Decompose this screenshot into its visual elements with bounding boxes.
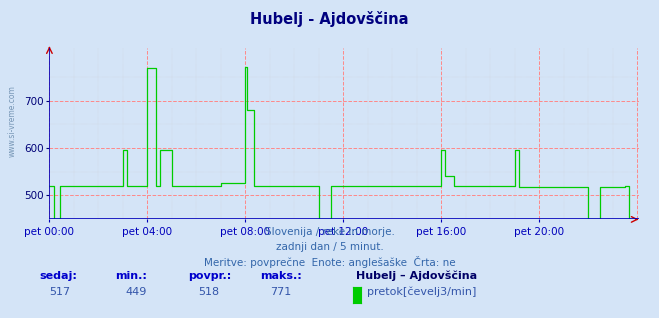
Text: zadnji dan / 5 minut.: zadnji dan / 5 minut. [275, 242, 384, 252]
Text: 449: 449 [125, 287, 146, 297]
Text: Hubelj - Ajdovščina: Hubelj - Ajdovščina [250, 11, 409, 27]
Text: maks.:: maks.: [260, 272, 302, 281]
Text: pretok[čevelj3/min]: pretok[čevelj3/min] [367, 287, 476, 297]
Text: Slovenija / reke in morje.: Slovenija / reke in morje. [264, 227, 395, 237]
Text: www.si-vreme.com: www.si-vreme.com [8, 85, 17, 157]
Text: 518: 518 [198, 287, 219, 297]
Text: sedaj:: sedaj: [40, 272, 77, 281]
Text: 517: 517 [49, 287, 71, 297]
Text: 771: 771 [270, 287, 291, 297]
Text: min.:: min.: [115, 272, 147, 281]
Text: povpr.:: povpr.: [188, 272, 231, 281]
Text: Meritve: povprečne  Enote: anglešaške  Črta: ne: Meritve: povprečne Enote: anglešaške Črt… [204, 256, 455, 268]
Text: Hubelj – Ajdovščina: Hubelj – Ajdovščina [356, 271, 477, 281]
